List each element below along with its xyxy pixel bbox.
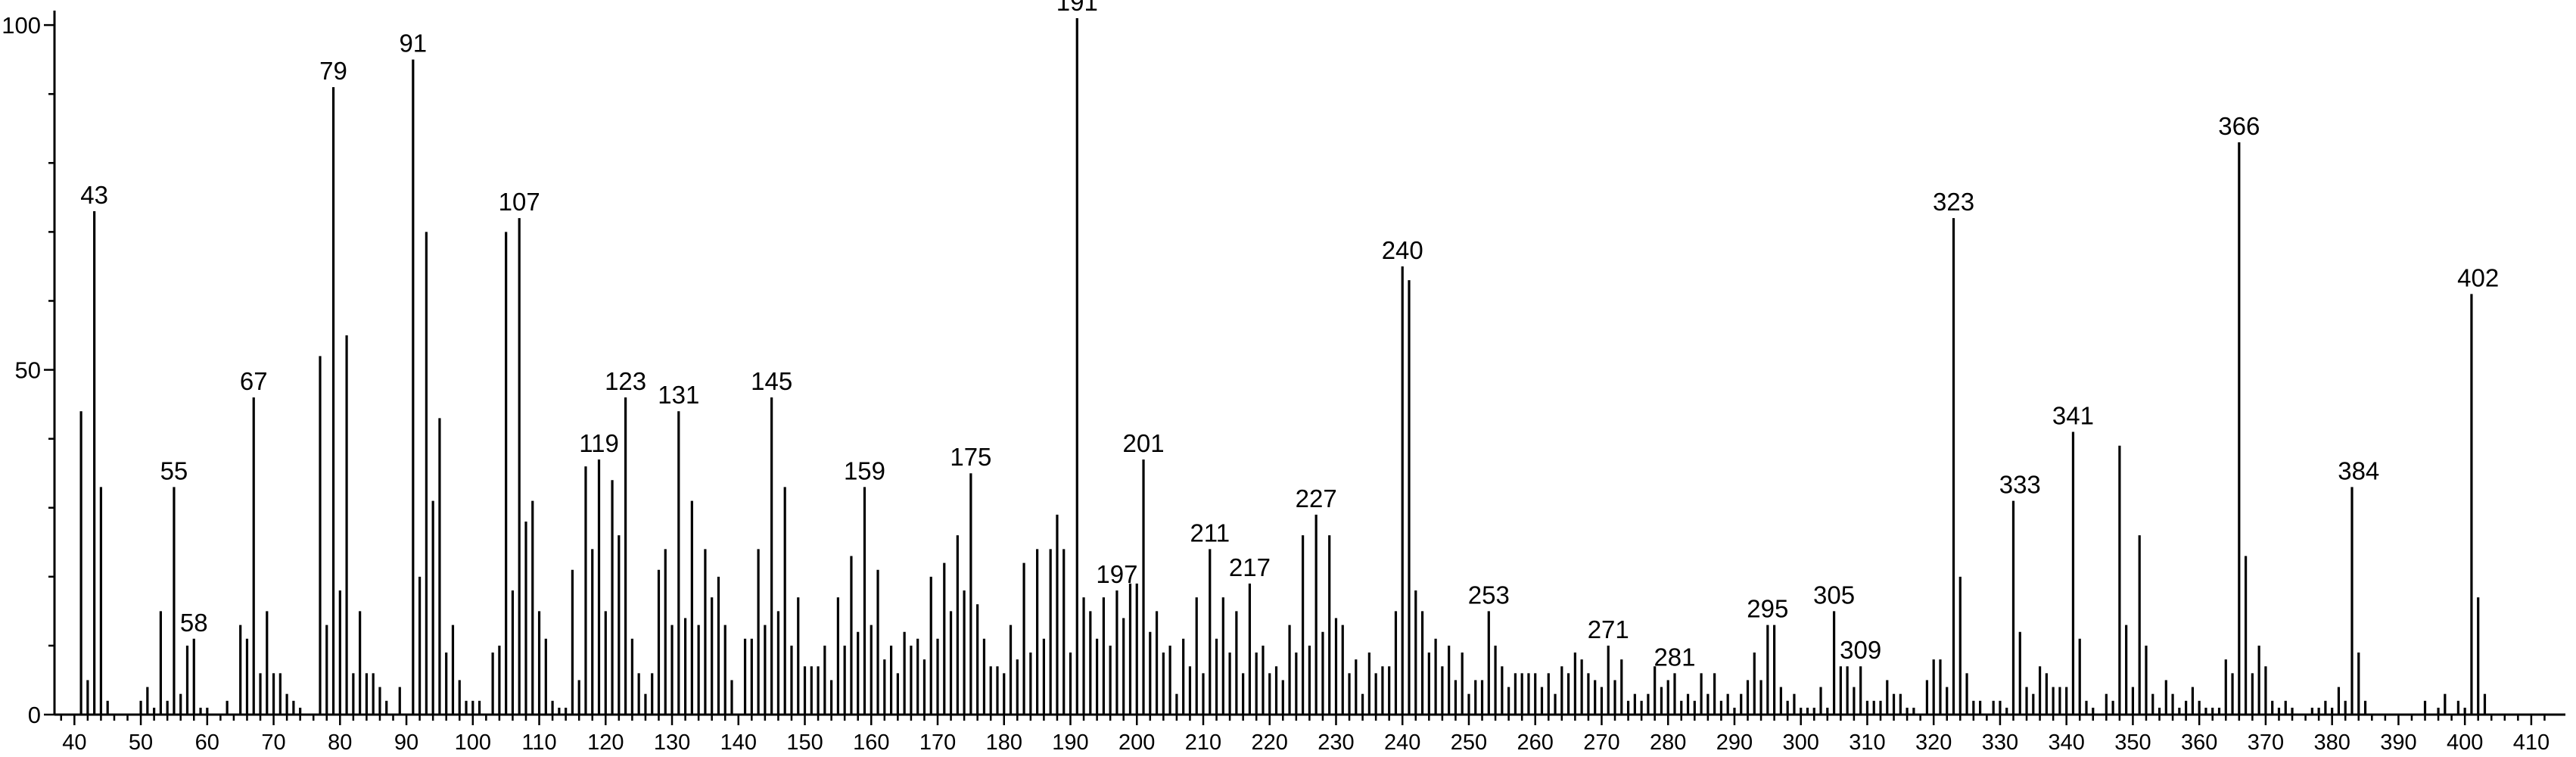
x-tick-label: 260 [1517, 731, 1554, 755]
x-tick-label: 350 [2114, 731, 2151, 755]
x-tick-label: 390 [2380, 731, 2416, 755]
bars-layer [79, 18, 2487, 715]
peak-label-305: 305 [1813, 581, 1855, 609]
peak-label-107: 107 [499, 188, 540, 216]
x-tick-label: 310 [1849, 731, 1885, 755]
peak-label-271: 271 [1588, 615, 1629, 643]
x-tick-label: 50 [129, 731, 153, 755]
x-tick-label: 210 [1185, 731, 1221, 755]
x-tick-label: 140 [720, 731, 757, 755]
x-tick-label: 240 [1384, 731, 1420, 755]
peak-label-366: 366 [2218, 112, 2260, 140]
peak-label-55: 55 [160, 456, 188, 484]
x-tick-label: 150 [786, 731, 823, 755]
x-tick-label: 280 [1650, 731, 1686, 755]
peak-label-175: 175 [950, 443, 991, 471]
peak-labels-layer: 43 55 58 67 79 91 107 119 123 131 145 159 175 191 197 2… [80, 0, 2499, 671]
y-tick-label: 0 [28, 702, 41, 728]
x-tick-label: 380 [2313, 731, 2350, 755]
x-tick-label: 220 [1252, 731, 1288, 755]
x-tick-label: 400 [2447, 731, 2483, 755]
x-tick-label: 330 [1982, 731, 2018, 755]
peak-label-309: 309 [1840, 636, 1881, 664]
peak-label-119: 119 [579, 429, 619, 457]
peak-label-211: 211 [1190, 519, 1230, 547]
x-tick-label: 110 [521, 731, 556, 755]
x-tick-label: 230 [1318, 731, 1354, 755]
x-tick-label: 60 [195, 731, 219, 755]
peak-label-131: 131 [658, 381, 699, 409]
axes-layer: 40 50 60 70 80 90 100 110 120 130 140 150 160 170 180 1… [2, 11, 2565, 755]
peak-label-240: 240 [1382, 236, 1423, 264]
x-tick-label: 90 [394, 731, 418, 755]
x-tick-label: 180 [986, 731, 1022, 755]
x-tick-label: 370 [2248, 731, 2284, 755]
x-tick-label: 320 [1915, 731, 1952, 755]
x-tick-label: 410 [2513, 731, 2550, 755]
x-tick-label: 290 [1716, 731, 1753, 755]
peak-label-58: 58 [180, 609, 208, 637]
x-tick-label: 80 [328, 731, 352, 755]
x-tick-label: 190 [1052, 731, 1088, 755]
x-tick-label: 340 [2048, 731, 2084, 755]
peak-label-384: 384 [2338, 456, 2379, 484]
peak-label-281: 281 [1654, 643, 1695, 671]
peak-label-197: 197 [1096, 560, 1137, 588]
x-tick-label: 120 [587, 731, 624, 755]
peak-label-91: 91 [399, 30, 427, 58]
y-tick-label: 50 [15, 357, 41, 384]
peak-label-191: 191 [1056, 0, 1098, 16]
peak-label-79: 79 [319, 57, 347, 85]
x-tick-label: 360 [2181, 731, 2217, 755]
x-tick-label: 300 [1783, 731, 1819, 755]
peak-label-341: 341 [2052, 402, 2094, 430]
peak-label-201: 201 [1122, 429, 1164, 457]
x-tick-label: 100 [455, 731, 491, 755]
peak-label-43: 43 [80, 181, 108, 209]
peak-label-217: 217 [1229, 553, 1271, 581]
x-tick-label: 130 [654, 731, 690, 755]
peak-label-67: 67 [240, 367, 268, 395]
peak-label-402: 402 [2457, 263, 2499, 291]
x-tick-label: 40 [62, 731, 86, 755]
peak-label-333: 333 [1999, 471, 2041, 499]
x-tick-label: 200 [1118, 731, 1155, 755]
peak-label-145: 145 [751, 367, 792, 395]
peak-label-159: 159 [844, 456, 885, 484]
x-tick-label: 270 [1583, 731, 1619, 755]
x-tick-label: 250 [1451, 731, 1487, 755]
x-tick-label: 70 [261, 731, 285, 755]
x-tick-label: 160 [853, 731, 889, 755]
y-tick-label: 100 [2, 12, 41, 39]
peak-label-295: 295 [1747, 595, 1788, 623]
peak-label-227: 227 [1296, 484, 1337, 512]
peak-label-253: 253 [1468, 581, 1510, 609]
x-tick-label: 170 [919, 731, 956, 755]
peak-label-323: 323 [1933, 188, 1974, 216]
peak-label-123: 123 [605, 367, 646, 395]
